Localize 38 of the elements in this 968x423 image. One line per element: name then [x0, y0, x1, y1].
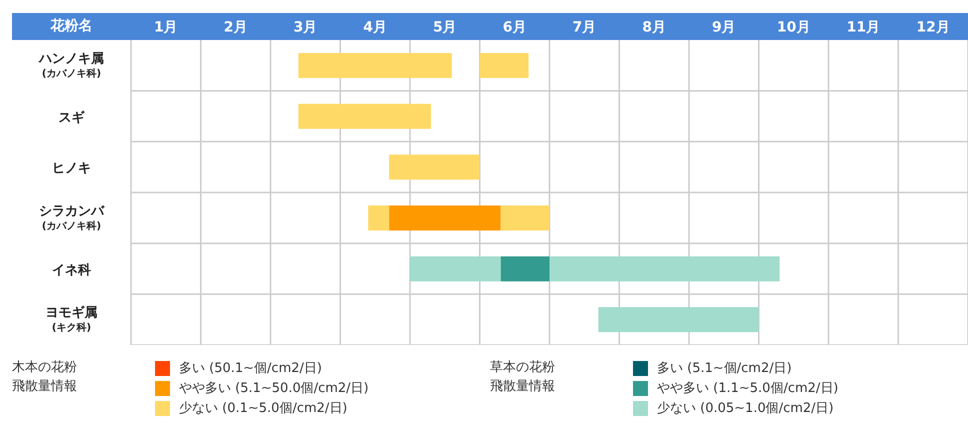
- bar: [480, 53, 529, 78]
- bar: [368, 206, 390, 230]
- legend-label: 多い (5.1~個/cm2/日): [657, 360, 792, 377]
- bar: [410, 256, 501, 282]
- legend-label: 少ない (0.05~1.0個/cm2/日): [657, 400, 834, 417]
- y-tick-label: ヨモギ属 (キク科): [46, 306, 98, 334]
- legend-label: やや多い (1.1~5.0個/cm2/日): [657, 380, 838, 397]
- bar: [550, 256, 780, 282]
- x-tick-label: 9月: [712, 20, 736, 36]
- y-tick-label: スギ: [58, 110, 86, 126]
- text: 草本の花粉飛散量情報: [490, 359, 556, 396]
- bar: [298, 53, 452, 78]
- bar: [500, 206, 550, 230]
- bar: [389, 206, 501, 230]
- x-tick-label: 11月: [846, 20, 880, 36]
- y-tick-label: ヒノキ: [52, 161, 91, 176]
- x-tick-label: 5月: [433, 20, 457, 36]
- x-tick-label: 3月: [294, 20, 318, 36]
- legend-label: やや多い (5.1~50.0個/cm2/日): [179, 380, 369, 397]
- legend-label: 多い (50.1~個/cm2/日): [179, 360, 322, 377]
- x-tick-label: 7月: [572, 20, 596, 36]
- bar: [389, 154, 480, 180]
- y-tick-label: シラカンバ (カバノキ科): [39, 204, 105, 232]
- x-tick-label: 4月: [363, 20, 387, 36]
- y-axis-title: 花粉名: [49, 17, 94, 36]
- x-tick-label: 2月: [224, 20, 248, 36]
- x-tick-label: 12月: [916, 20, 950, 36]
- bar: [500, 256, 550, 282]
- x-tick-label: 10月: [776, 20, 810, 36]
- bar: [598, 307, 759, 332]
- text: 木本の花粉飛散量情報: [12, 359, 78, 396]
- x-tick-label: 8月: [642, 20, 666, 36]
- bar: [298, 104, 431, 129]
- legend-label: 少ない (0.1~5.0個/cm2/日): [179, 400, 348, 417]
- y-tick-label: イネ科: [52, 262, 91, 278]
- y-tick-label: ハンノキ属 (カバノキ科): [38, 51, 104, 80]
- x-tick-label: 1月: [154, 20, 178, 36]
- x-tick-label: 6月: [502, 20, 526, 36]
